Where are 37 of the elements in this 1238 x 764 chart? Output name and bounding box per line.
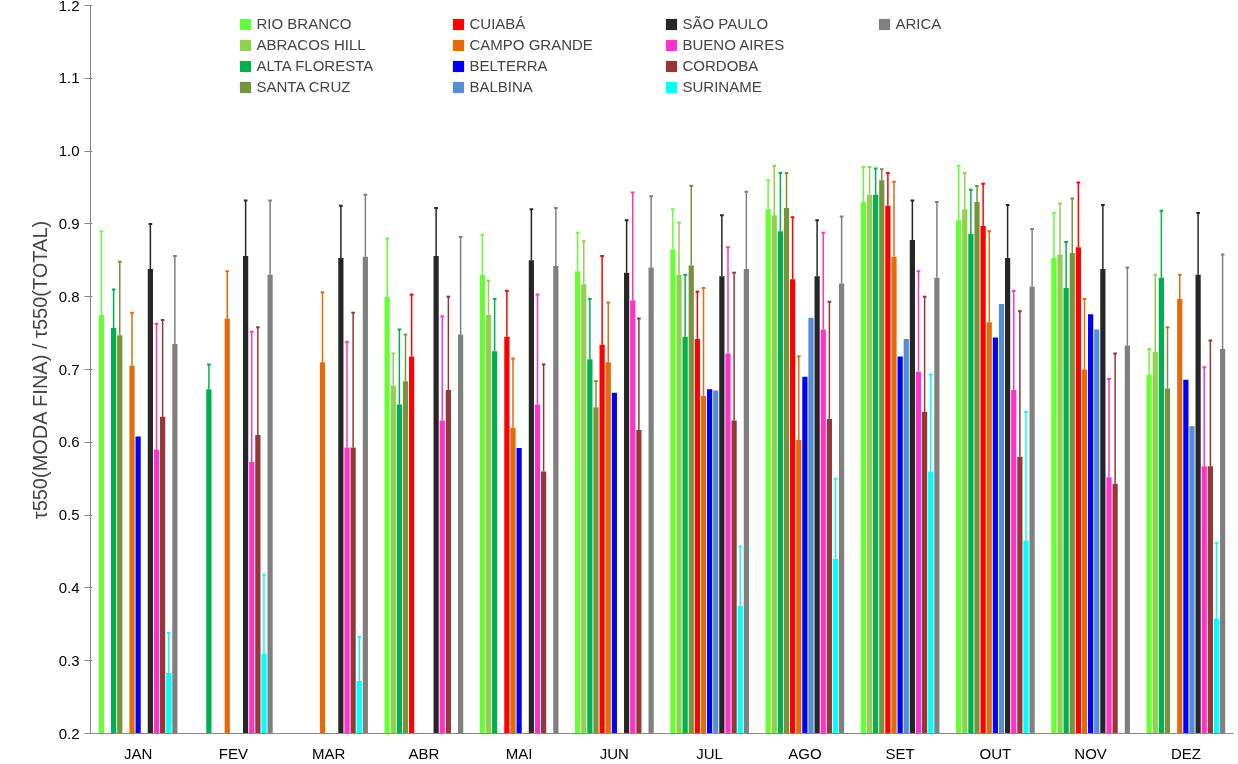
legend-label: SURINAME xyxy=(682,78,763,95)
y-tick-label: 0.5 xyxy=(58,506,80,524)
y-axis-title: τ550(MODA FINA) / τ550(TOTAL) xyxy=(28,220,51,520)
x-tick-label: DEZ xyxy=(1170,744,1201,762)
legend-label: SÃO PAULO xyxy=(682,15,770,32)
legend-label: SANTA CRUZ xyxy=(256,78,352,95)
legend-label: ARICA xyxy=(895,15,943,32)
x-tick-label: JAN xyxy=(123,744,153,762)
legend-label: BALBINA xyxy=(469,78,534,95)
x-tick-label: FEV xyxy=(218,744,248,762)
legend-label: ALTA FLORESTA xyxy=(256,57,375,74)
y-tick-label: 0.6 xyxy=(58,433,80,451)
x-tick-label: AGO xyxy=(788,744,822,762)
x-tick-label: SET xyxy=(885,744,915,762)
legend-label: BELTERRA xyxy=(469,57,549,74)
y-tick-label: 1.0 xyxy=(58,142,80,160)
x-tick-label: OUT xyxy=(979,744,1012,762)
y-tick-label: 1.1 xyxy=(58,69,80,87)
x-tick-label: MAI xyxy=(505,744,533,762)
y-tick-label: 0.2 xyxy=(58,724,80,742)
y-tick-label: 0.3 xyxy=(58,651,80,669)
y-tick-label: 0.8 xyxy=(58,287,80,305)
legend-label: BUENO AIRES xyxy=(682,36,786,53)
y-tick-label: 1.2 xyxy=(58,0,80,14)
x-tick-label: JUN xyxy=(599,744,629,762)
legend-label: CAMPO GRANDE xyxy=(469,36,594,53)
x-tick-label: JUL xyxy=(696,744,723,762)
x-tick-label: NOV xyxy=(1074,744,1107,762)
x-tick-label: ABR xyxy=(408,744,440,762)
legend-label: CUIABÁ xyxy=(469,15,527,32)
y-tick-label: 0.9 xyxy=(58,214,80,232)
legend-label: RIO BRANCO xyxy=(256,15,353,32)
y-tick-label: 0.7 xyxy=(58,360,80,378)
y-tick-label: 0.4 xyxy=(58,578,80,596)
x-tick-label: MAR xyxy=(311,744,346,762)
legend-label: ABRACOS HILL xyxy=(256,36,367,53)
legend-label: CORDOBA xyxy=(682,57,760,74)
